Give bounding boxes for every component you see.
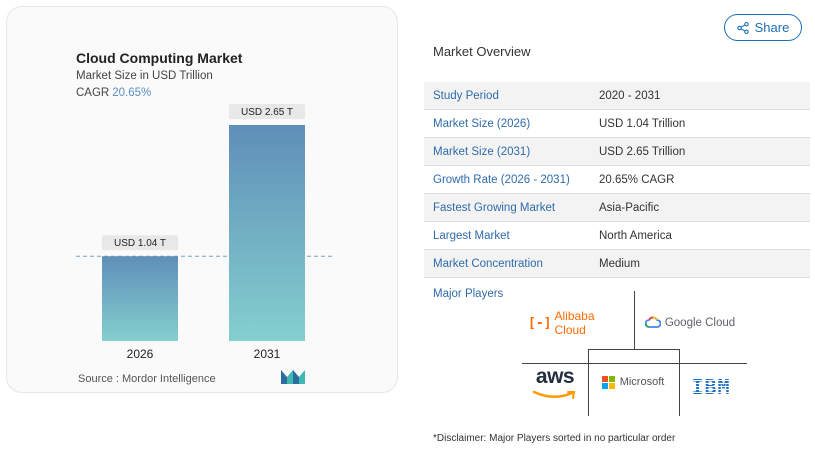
alibaba-bracket-icon: [-]: [528, 315, 552, 331]
google-cloud-name: Google Cloud: [664, 317, 736, 329]
bar-chart: USD 1.04 T 2026 USD 2.65 T 2031: [76, 104, 332, 361]
x-tick-label: 2031: [254, 347, 281, 361]
major-players-label: Major Players: [433, 288, 504, 300]
ibm-logo: IBM: [682, 372, 740, 402]
overview-key: Market Size (2031): [433, 145, 531, 158]
overview-row-growth-rate: Growth Rate (2026 - 2031) 20.65% CAGR: [424, 166, 810, 194]
overview-key: Market Concentration: [433, 257, 543, 270]
chart-source: Source : Mordor Intelligence: [78, 373, 216, 385]
overview-row-largest-market: Largest Market North America: [424, 222, 810, 250]
microsoft-name: Microsoft: [619, 376, 665, 388]
cagr-value: 20.65%: [112, 87, 152, 99]
x-tick-label: 2026: [127, 347, 154, 361]
google-cloud-logo: Google Cloud: [640, 311, 740, 335]
overview-value: USD 2.65 Trillion: [599, 145, 686, 158]
data-label: USD 2.65 T: [241, 107, 293, 118]
overview-row-market-size-2026: Market Size (2026) USD 1.04 Trillion: [424, 110, 810, 138]
bar-2031: [229, 125, 305, 341]
overview-value: 2020 - 2031: [599, 89, 661, 102]
players-divider: [522, 363, 747, 364]
chart-card: [6, 6, 398, 393]
players-divider: [588, 349, 680, 350]
data-label-bg: [102, 235, 178, 251]
alibaba-cloud-name: Alibaba Cloud: [554, 309, 595, 337]
ibm-name: IBM: [691, 375, 731, 399]
players-divider: [588, 349, 589, 416]
share-button[interactable]: Share: [724, 14, 802, 41]
microsoft-squares-icon: [601, 375, 615, 389]
overview-row-concentration: Market Concentration Medium: [424, 250, 810, 278]
share-icon: [736, 21, 749, 34]
overview-key: Largest Market: [433, 229, 510, 242]
overview-value: Asia-Pacific: [599, 201, 660, 214]
overview-value: USD 1.04 Trillion: [599, 117, 686, 130]
mordor-intelligence-logo: [281, 370, 305, 389]
chart-subtitle: Market Size in USD Trillion: [76, 70, 213, 82]
overview-value: 20.65% CAGR: [599, 173, 675, 186]
market-overview-table: Study Period 2020 - 2031 Market Size (20…: [424, 82, 810, 278]
bar-2026: [102, 256, 178, 341]
cagr-line: CAGR 20.65%: [76, 87, 151, 99]
overview-value: Medium: [599, 257, 640, 270]
data-label: USD 1.04 T: [114, 238, 166, 249]
overview-row-study-period: Study Period 2020 - 2031: [424, 82, 810, 110]
aws-smile-icon: [532, 387, 578, 405]
chart-title: Cloud Computing Market: [76, 50, 243, 66]
cagr-label: CAGR: [76, 87, 110, 99]
overview-key: Fastest Growing Market: [433, 201, 556, 214]
overview-value: North America: [599, 229, 672, 242]
share-label: Share: [754, 20, 790, 35]
players-divider: [679, 349, 680, 416]
alibaba-cloud-logo: [-] Alibaba Cloud: [528, 309, 628, 337]
disclaimer: *Disclaimer: Major Players sorted in no …: [433, 433, 676, 444]
microsoft-logo: Microsoft: [592, 370, 674, 394]
overview-key: Market Size (2026): [433, 117, 531, 130]
market-overview-heading: Market Overview: [433, 44, 531, 59]
overview-key: Study Period: [433, 89, 499, 102]
google-cloud-icon: [644, 316, 662, 331]
overview-key: Growth Rate (2026 - 2031): [433, 173, 570, 186]
overview-row-market-size-2031: Market Size (2031) USD 2.65 Trillion: [424, 138, 810, 166]
players-divider: [634, 291, 635, 349]
data-label-bg: [229, 104, 305, 119]
aws-name: aws: [535, 365, 575, 388]
aws-logo: aws: [522, 366, 588, 406]
overview-row-fastest-growing: Fastest Growing Market Asia-Pacific: [424, 194, 810, 222]
